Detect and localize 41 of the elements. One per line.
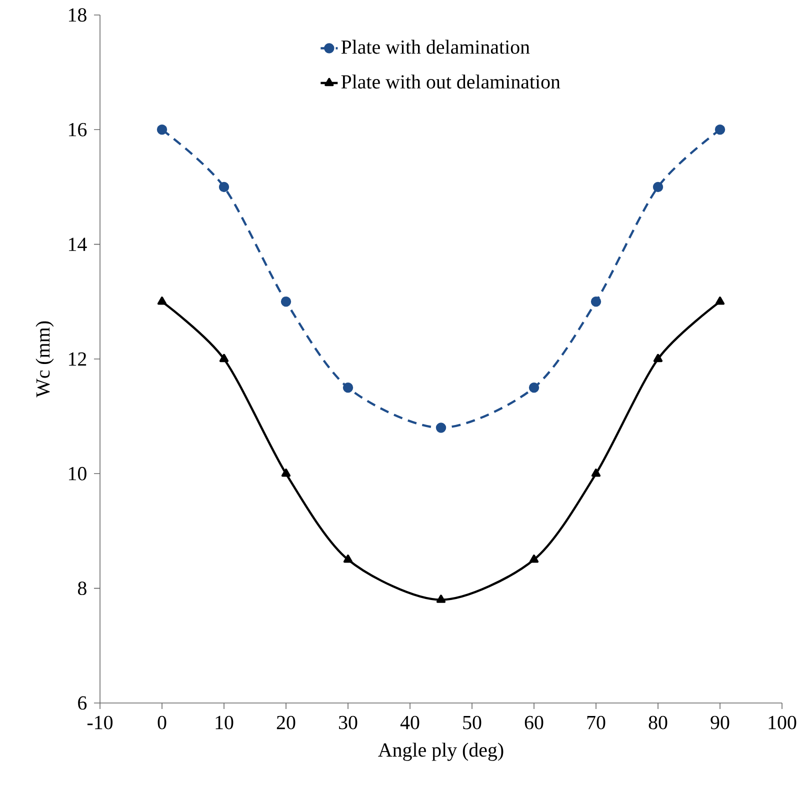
x-axis-title: Angle ply (deg)	[378, 742, 504, 761]
point	[218, 182, 230, 192]
x-tick-label: 50	[463, 716, 482, 730]
x-tick-label: 90	[710, 716, 730, 730]
y-tick-label: 6	[78, 696, 87, 710]
x-tick-label: 30	[339, 716, 358, 730]
point	[342, 382, 354, 393]
point	[436, 594, 446, 603]
point	[714, 124, 726, 135]
point	[156, 124, 168, 135]
point	[653, 354, 663, 362]
x-tick-label: 0	[158, 716, 166, 730]
point	[280, 296, 292, 307]
y-tick-label: 12	[68, 352, 86, 366]
x-tick-label: 60	[524, 716, 544, 730]
point	[157, 296, 167, 305]
point	[591, 468, 601, 477]
point	[343, 554, 353, 563]
point	[219, 354, 229, 362]
point	[529, 554, 539, 563]
x-tick-label: 70	[587, 716, 606, 730]
point	[652, 182, 664, 192]
point	[528, 382, 540, 393]
point	[436, 422, 446, 433]
x-tick-label: 10	[216, 716, 234, 730]
y-tick-label: 8	[78, 582, 86, 596]
y-axis-title: Wc (mm)	[36, 321, 54, 398]
y-tick-label: 16	[68, 122, 87, 136]
y-tick-label: 18	[68, 8, 86, 22]
point	[715, 296, 725, 305]
x-tick-label: 80	[648, 716, 668, 730]
legend-label: Plate with out delamination	[341, 74, 560, 89]
y-tick-label: 10	[68, 466, 86, 480]
legend-label: Plate with delamination	[341, 40, 530, 54]
point	[590, 296, 602, 307]
x-tick-label: -10	[87, 716, 113, 730]
x-tick-label: 40	[400, 716, 420, 730]
y-tick-label: 14	[68, 238, 87, 251]
x-tick-label: 20	[276, 716, 296, 730]
point	[281, 468, 291, 477]
x-tick-label: 100	[768, 716, 796, 730]
